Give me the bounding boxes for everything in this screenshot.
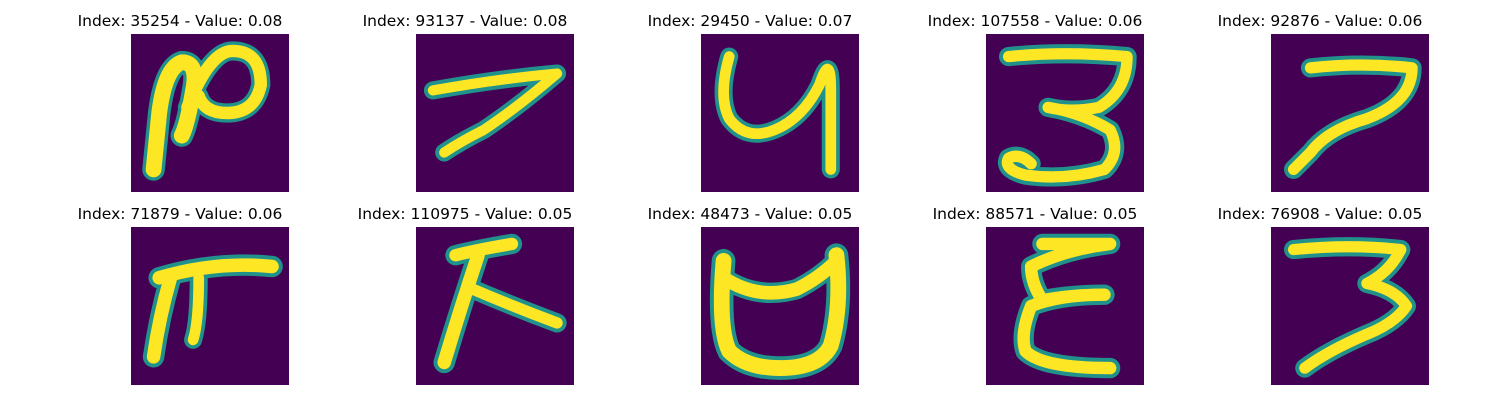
cell-title: Index: 88571 - Value: 0.05 [932,205,1138,223]
k-like-icon [416,227,574,385]
grid-cell-5: Index: 92876 - Value: 0.06 [1170,0,1470,192]
grid-cell-2: Index: 93137 - Value: 0.08 [315,0,615,192]
sigma-e-icon [986,227,1144,385]
cell-title: Index: 92876 - Value: 0.06 [1217,12,1423,30]
seven-hook-icon [1271,34,1429,192]
grid-cell-3: Index: 29450 - Value: 0.07 [600,0,900,192]
three-seven-icon [1271,227,1429,385]
grid-cell-9: Index: 88571 - Value: 0.05 [885,193,1185,385]
grid-cell-8: Index: 48473 - Value: 0.05 [600,193,900,385]
seven-flat-icon [416,34,574,192]
y-loop-icon [701,34,859,192]
grid-cell-6: Index: 71879 - Value: 0.06 [30,193,330,385]
ru-loop-icon [131,34,289,192]
cell-title: Index: 35254 - Value: 0.08 [77,12,283,30]
pi-like-icon [131,227,289,385]
three-open-icon [986,34,1144,192]
grid-cell-1: Index: 35254 - Value: 0.08 [30,0,330,192]
cell-title: Index: 29450 - Value: 0.07 [647,12,853,30]
grid-cell-10: Index: 76908 - Value: 0.05 [1170,193,1470,385]
cell-title: Index: 76908 - Value: 0.05 [1217,205,1423,223]
cup-bowl-icon [701,227,859,385]
cell-title: Index: 110975 - Value: 0.05 [357,205,573,223]
cell-title: Index: 107558 - Value: 0.06 [927,12,1143,30]
cell-title: Index: 71879 - Value: 0.06 [77,205,283,223]
grid-cell-7: Index: 110975 - Value: 0.05 [315,193,615,385]
cell-title: Index: 93137 - Value: 0.08 [362,12,568,30]
cell-title: Index: 48473 - Value: 0.05 [647,205,853,223]
grid-cell-4: Index: 107558 - Value: 0.06 [885,0,1185,192]
